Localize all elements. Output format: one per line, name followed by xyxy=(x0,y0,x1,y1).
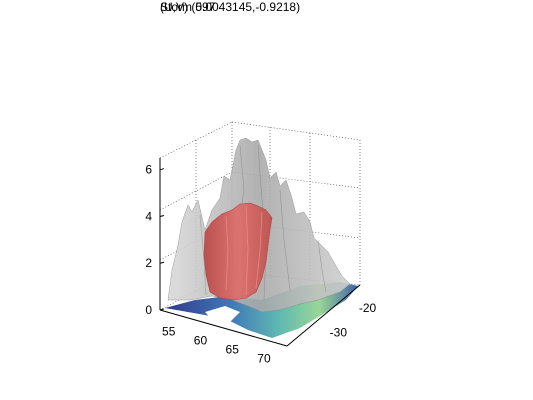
z-tick-label: 2 xyxy=(145,256,152,270)
base-white-gap xyxy=(205,306,240,322)
x-axis-line xyxy=(159,309,288,347)
z-tick-mark xyxy=(159,168,165,171)
z-tick-marks xyxy=(159,168,165,311)
red-core-isosurface xyxy=(203,202,273,301)
x-tick-label: 65 xyxy=(226,343,240,357)
x-tick-label: 55 xyxy=(162,325,176,339)
y-tick-label: -20 xyxy=(359,301,377,315)
axes-frame xyxy=(159,158,361,347)
y-tick-labels: -20 -30 xyxy=(330,301,377,339)
z-tick-label: 6 xyxy=(145,163,152,177)
z-tick-mark xyxy=(159,308,165,311)
z-tick-label: 0 xyxy=(145,303,152,317)
z-tick-label: 4 xyxy=(145,209,152,223)
x-tick-label: 70 xyxy=(257,352,271,366)
z-tick-mark xyxy=(159,261,165,264)
chart-subtitle: (U,V) (0.0043145,-0.9218) xyxy=(160,0,301,14)
x-tick-label: 60 xyxy=(194,334,208,348)
chart-title: Storm 597 xyxy=(160,0,216,14)
z-tick-labels: 0 2 4 6 xyxy=(145,163,152,317)
y-tick-label: -30 xyxy=(330,325,348,339)
x-tick-labels: 55 60 65 70 xyxy=(162,325,271,366)
y-axis-line xyxy=(286,284,361,347)
z-tick-mark xyxy=(159,214,165,217)
red-core-ridges xyxy=(225,205,263,296)
